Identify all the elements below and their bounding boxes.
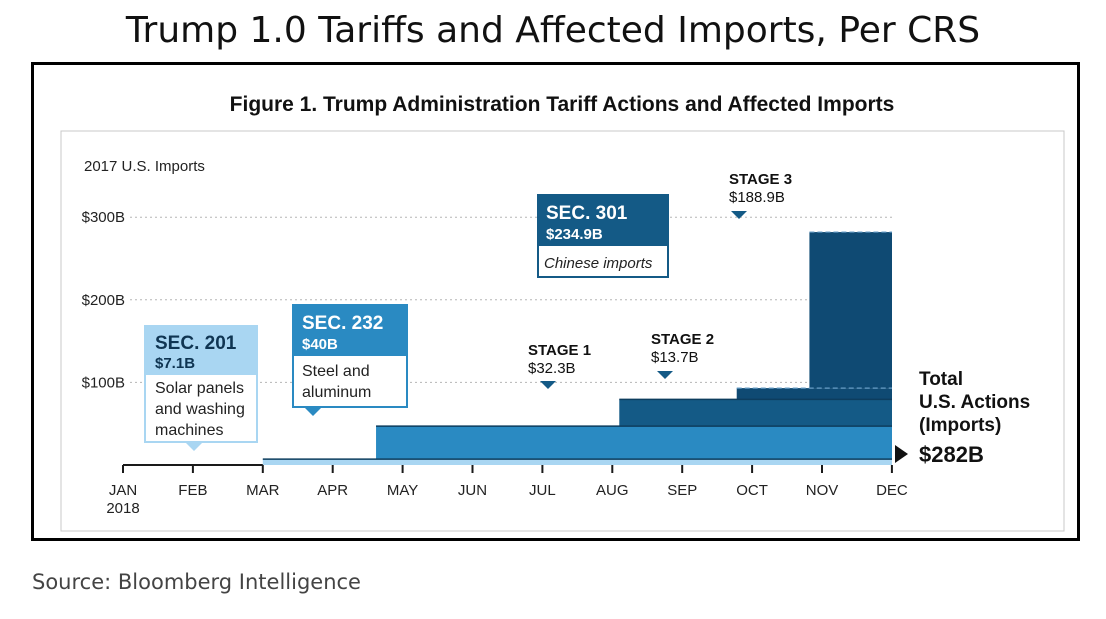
page-title: Trump 1.0 Tariffs and Affected Imports, … <box>125 10 981 51</box>
x-tick-label-feb: FEB <box>178 482 207 499</box>
grid: $100B $200B $300B <box>82 209 894 391</box>
stage3-label: STAGE 3 $188.9B <box>729 171 792 219</box>
x-tick-label-jul: JUL <box>529 482 556 499</box>
stage1-label: STAGE 1 $32.3B <box>528 342 591 389</box>
callout-sec201-desc-1: Solar panels <box>155 380 244 397</box>
callout-sec232-desc-2: aluminum <box>302 384 371 401</box>
x-tick-label-sep: SEP <box>667 482 697 499</box>
stage3-pointer <box>731 211 747 219</box>
callout-sec301-desc: Chinese imports <box>544 255 653 272</box>
callout-sec301-title: SEC. 301 <box>546 203 628 224</box>
callout-sec201-desc-2: and washing <box>155 401 245 418</box>
callout-sec201-desc-3: machines <box>155 422 223 439</box>
callout-sec201-title: SEC. 201 <box>155 333 237 354</box>
stage3-amount: $188.9B <box>729 189 785 206</box>
y-tick-label-1: $100B <box>82 374 125 391</box>
x-tick-label-apr: APR <box>317 482 348 499</box>
callout-sec301: SEC. 301 $234.9B Chinese imports <box>537 194 669 278</box>
area-sec-201 <box>262 459 892 465</box>
figure-frame: Figure 1. Trump Administration Tariff Ac… <box>31 62 1080 541</box>
x-tick-label-aug: AUG <box>596 482 629 499</box>
x-tick-label-oct: OCT <box>736 482 768 499</box>
callout-sec201: SEC. 201 $7.1B Solar panels and washing … <box>144 325 258 451</box>
callout-sec301-amount: $234.9B <box>546 226 603 243</box>
callout-sec301-header <box>538 195 668 246</box>
x-tick-label-jun: JUN <box>458 482 487 499</box>
total-arrow <box>895 445 908 463</box>
total-summary: Total U.S. Actions (Imports) $282B <box>895 369 1030 467</box>
callout-sec232-title: SEC. 232 <box>302 313 383 334</box>
callout-sec232: SEC. 232 $40B Steel and aluminum <box>292 304 408 416</box>
total-label-3: (Imports) <box>919 415 1001 436</box>
y-tick-label-2: $200B <box>82 292 125 309</box>
callout-sec232-desc-1: Steel and <box>302 363 370 380</box>
callout-sec232-pointer <box>305 408 321 416</box>
figure-title: Figure 1. Trump Administration Tariff Ac… <box>230 93 895 116</box>
area-stage-1 <box>619 399 892 427</box>
x-tick-label-mar: MAR <box>246 482 280 499</box>
area-stage-3 <box>809 232 892 389</box>
stage1-amount: $32.3B <box>528 360 576 377</box>
x-tick-label-jan: JAN <box>109 482 137 499</box>
stage2-title: STAGE 2 <box>651 331 714 348</box>
total-value: $282B <box>919 442 984 467</box>
area-stage-2 <box>736 388 892 400</box>
callout-sec201-amount: $7.1B <box>155 355 195 372</box>
stage1-title: STAGE 1 <box>528 342 591 359</box>
x-tick-label-dec: DEC <box>876 482 908 499</box>
callout-sec201-header <box>145 326 257 375</box>
total-label-2: U.S. Actions <box>919 392 1030 413</box>
x-tick-label-may: MAY <box>387 482 418 499</box>
stage1-pointer <box>540 381 556 389</box>
tariff-chart: Figure 1. Trump Administration Tariff Ac… <box>60 93 1065 532</box>
stage2-pointer <box>657 371 673 379</box>
stage2-amount: $13.7B <box>651 349 699 366</box>
x-axis: JAN FEB MAR APR MAY JUN JUL AUG SEP OCT NOV DEC 2018 <box>106 465 908 517</box>
y-tick-label-3: $300B <box>82 209 125 226</box>
stage2-label: STAGE 2 $13.7B <box>651 331 714 379</box>
x-tick-label-nov: NOV <box>806 482 839 499</box>
area-layers <box>123 231 893 466</box>
callout-sec232-amount: $40B <box>302 336 338 353</box>
total-label-1: Total <box>919 369 963 390</box>
area-sec-232 <box>376 426 893 460</box>
x-year-label: 2018 <box>106 500 139 517</box>
source-note: Source: Bloomberg Intelligence <box>32 570 361 594</box>
stage3-title: STAGE 3 <box>729 171 792 188</box>
callout-sec201-pointer <box>186 443 202 451</box>
callout-sec232-header <box>293 305 407 356</box>
y-axis-label: 2017 U.S. Imports <box>84 158 205 175</box>
